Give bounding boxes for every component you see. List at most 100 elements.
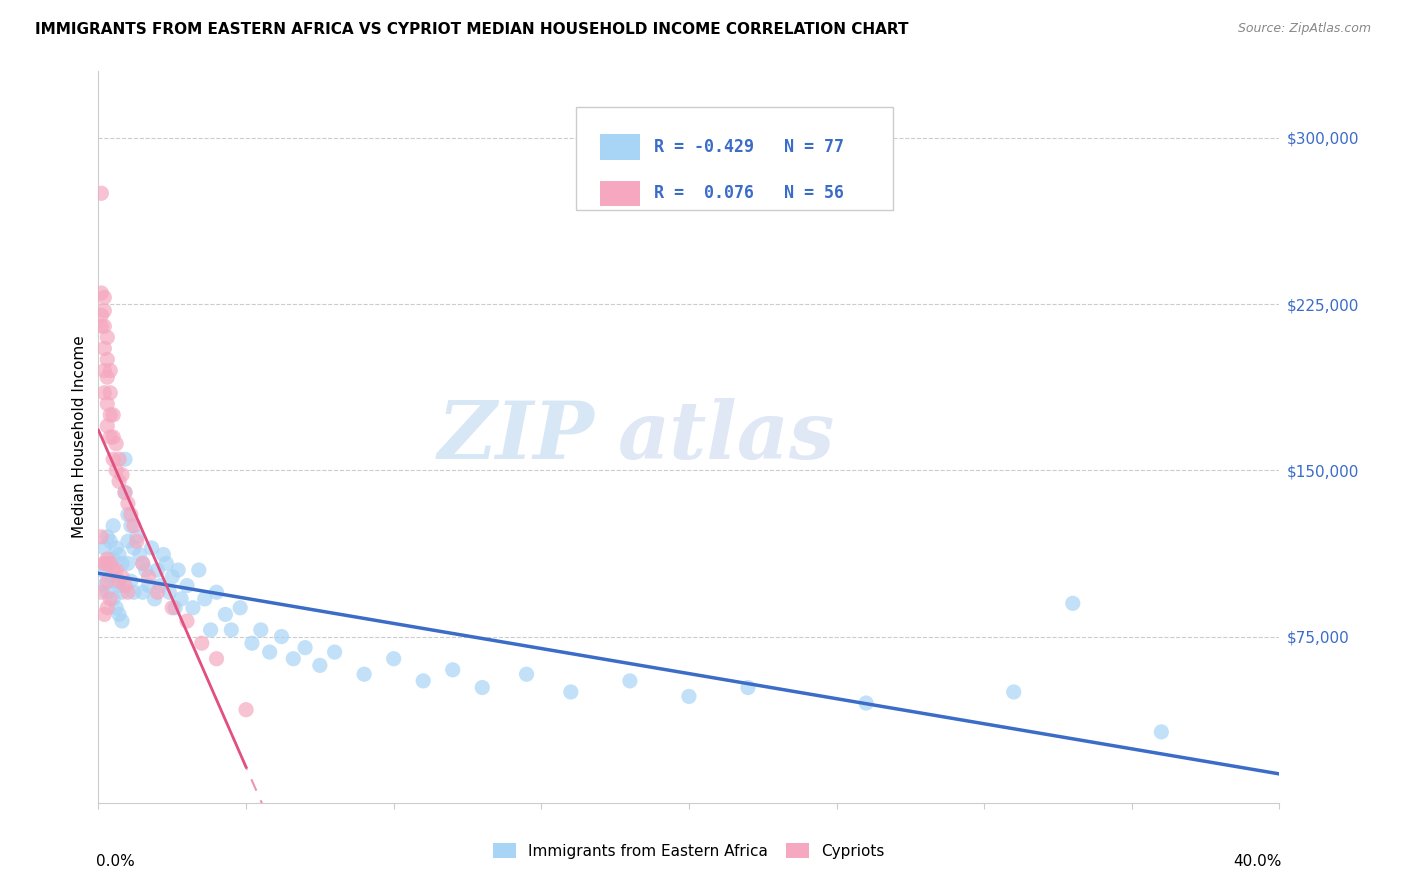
Text: R = -0.429   N = 77: R = -0.429 N = 77 [654, 137, 844, 155]
Point [90, 530, 112, 544]
Point [162, 600, 183, 615]
Point [155, 557, 177, 571]
Text: 40.0%: 40.0% [1233, 854, 1282, 869]
Point [90, 585, 112, 599]
Point [283, 651, 305, 665]
Point [96, 397, 118, 411]
Point [165, 600, 187, 615]
Point [96, 600, 118, 615]
Point [181, 600, 204, 615]
Point [93, 385, 115, 400]
Point [96, 352, 118, 367]
Point [98, 570, 121, 584]
Point [105, 600, 128, 615]
Point [309, 658, 332, 673]
Point [98, 385, 121, 400]
Point [111, 557, 134, 571]
Point [111, 585, 134, 599]
Point [117, 557, 139, 571]
Point [93, 557, 115, 571]
Point [187, 563, 209, 577]
Point [90, 285, 112, 300]
Point [176, 578, 198, 592]
Point [108, 475, 131, 489]
Point [516, 667, 538, 681]
Point [114, 485, 136, 500]
Point [229, 600, 252, 615]
Point [146, 563, 169, 577]
Point [93, 578, 115, 592]
Point [157, 585, 180, 599]
Point [200, 623, 222, 637]
Point [235, 703, 257, 717]
Point [93, 557, 115, 571]
Point [125, 534, 148, 549]
Point [146, 585, 169, 599]
Point [120, 574, 142, 589]
Point [93, 541, 115, 555]
Point [96, 585, 118, 599]
Point [103, 552, 125, 566]
Point [103, 430, 125, 444]
Point [128, 548, 150, 562]
Point [214, 607, 236, 622]
Point [120, 508, 142, 522]
Point [143, 591, 166, 606]
Point [93, 607, 115, 622]
Point [90, 308, 112, 322]
Point [103, 518, 125, 533]
Point [170, 591, 193, 606]
Point [1150, 724, 1173, 739]
Point [250, 623, 273, 637]
Point [176, 614, 198, 628]
Point [96, 370, 118, 384]
Point [138, 578, 160, 592]
Point [98, 534, 121, 549]
Point [96, 419, 118, 434]
Point [737, 681, 759, 695]
Point [111, 570, 134, 584]
Point [117, 497, 139, 511]
Point [678, 690, 700, 704]
Point [122, 518, 145, 533]
Point [108, 548, 131, 562]
Point [105, 436, 128, 450]
Text: atlas: atlas [619, 399, 835, 475]
Point [105, 541, 128, 555]
Text: R =  0.076   N = 56: R = 0.076 N = 56 [654, 185, 844, 202]
Point [353, 667, 375, 681]
Point [141, 541, 163, 555]
Point [152, 548, 174, 562]
Point [98, 430, 121, 444]
Point [221, 623, 243, 637]
Point [105, 463, 128, 477]
Point [108, 607, 131, 622]
Point [323, 645, 346, 659]
Text: 0.0%: 0.0% [96, 854, 135, 869]
Point [98, 408, 121, 422]
Point [125, 530, 148, 544]
Point [122, 541, 145, 555]
Point [270, 630, 292, 644]
Point [120, 518, 142, 533]
Point [103, 563, 125, 577]
Point [108, 578, 131, 592]
Point [138, 570, 160, 584]
Legend: Immigrants from Eastern Africa, Cypriots: Immigrants from Eastern Africa, Cypriots [486, 837, 891, 864]
Point [117, 534, 139, 549]
Point [194, 591, 217, 606]
Point [90, 186, 112, 201]
Point [117, 585, 139, 599]
Point [855, 696, 877, 710]
Point [1002, 685, 1025, 699]
Point [412, 673, 434, 688]
Point [108, 452, 131, 467]
Point [98, 591, 121, 606]
Point [122, 585, 145, 599]
Point [96, 530, 118, 544]
Point [111, 467, 134, 482]
Point [90, 319, 112, 334]
Point [205, 651, 228, 665]
Point [167, 563, 190, 577]
Point [93, 342, 115, 356]
